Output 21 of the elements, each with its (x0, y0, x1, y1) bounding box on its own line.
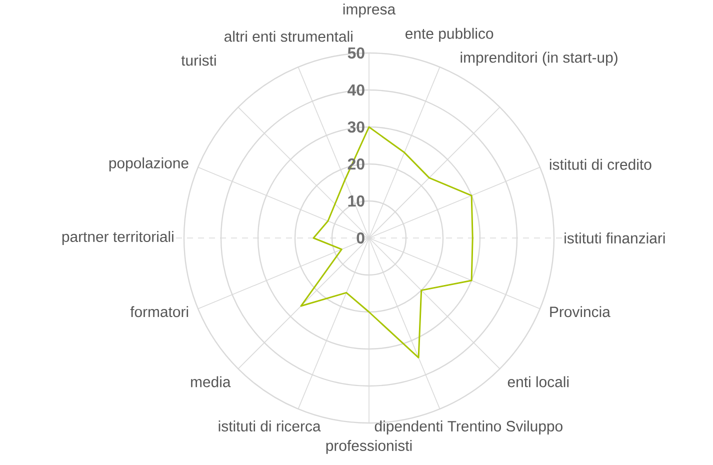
y-tick-label: 40 (348, 84, 364, 96)
y-tick-label: 0 (356, 232, 364, 244)
spoke-label: istituti di credito (550, 158, 652, 170)
y-tick-label: 50 (348, 47, 364, 59)
spoke-label: partner territoriali (62, 231, 174, 245)
spoke-label: media (191, 376, 231, 388)
y-tick-label: 10 (348, 195, 364, 207)
spoke-label: professionisti (326, 440, 412, 454)
spoke-label: enti locali (508, 376, 569, 388)
spoke-label: imprenditori (in start-up) (460, 52, 618, 66)
spoke-label: formatori (130, 306, 188, 318)
spoke-label: ente pubblico (406, 28, 494, 42)
spoke-label: Provincia (550, 306, 610, 318)
y-tick-label: 30 (348, 121, 364, 133)
spoke-label: istituti di ricerca (218, 420, 321, 432)
spoke-label: altri enti strumentali (224, 30, 352, 42)
spoke-label: popolazione (109, 157, 188, 172)
spoke-label: istituti finanziari (564, 232, 665, 244)
spoke-label: turisti (181, 54, 216, 66)
spoke-label: impresa (343, 4, 396, 18)
spoke-label: dipendenti Trentino Sviluppo (374, 420, 562, 434)
